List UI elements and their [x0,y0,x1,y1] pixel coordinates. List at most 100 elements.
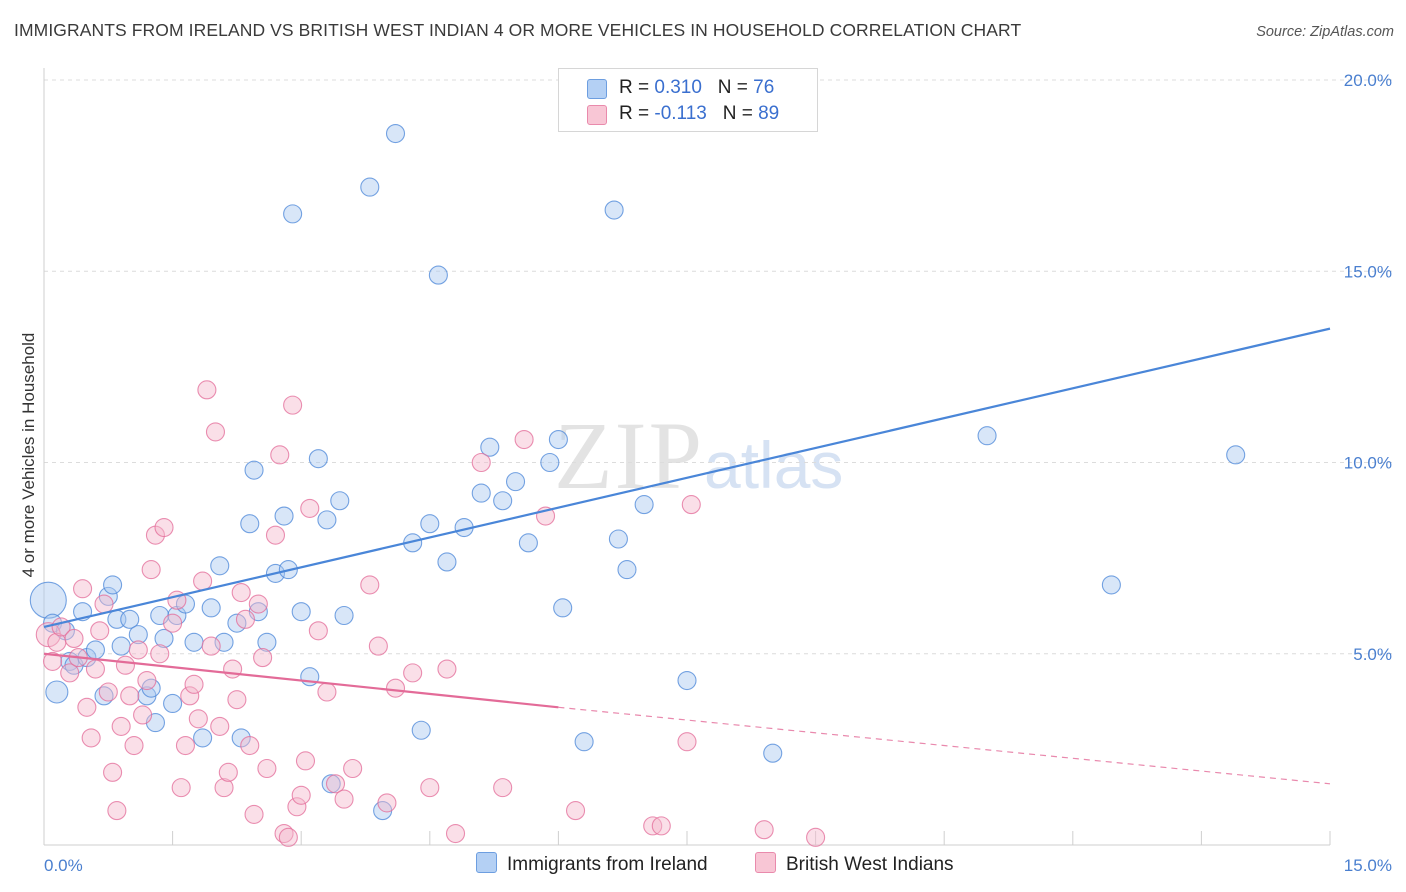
bwi-point [360,575,380,595]
bwi-point [103,762,123,782]
bwi-point [368,636,388,656]
bwi-point [171,778,191,798]
ireland-point [103,575,123,595]
bwi-point [107,801,127,821]
ireland-point [184,632,204,652]
ireland-point [45,680,69,704]
bwi-point [111,716,131,736]
y-axis-label: 4 or more Vehicles in Household [19,333,38,578]
ireland-point [201,598,221,618]
ireland-point [111,636,131,656]
ireland-point [154,628,174,649]
ireland-point [244,460,264,480]
y-tick-label: 10.0% [1344,454,1392,473]
ireland-point [385,124,406,144]
ireland-point [437,552,457,572]
bwi-point [343,758,363,779]
tick-labels: 5.0% 10.0% 15.0% 20.0% 0.0% 15.0% [44,71,1392,875]
correlation-legend: R = 0.310 N = 76 R = -0.113 N = 89 [558,68,818,132]
ireland-point [214,632,234,652]
ireland-point [608,529,628,549]
gridlines [44,79,1392,655]
ireland-point [977,426,997,446]
trend-lines [43,327,1331,785]
bwi-point [81,728,101,748]
bwi-point [201,636,221,656]
bwi-point [98,682,118,702]
bwi-point [681,495,701,515]
legend-swatch-ireland [587,79,607,99]
y-tick-label: 20.0% [1344,71,1392,90]
bwi-point [244,804,264,824]
bottom-swatch-bwi [755,852,776,873]
ireland-point [604,200,624,220]
bwi-point [214,778,234,798]
bwi-point [651,816,671,836]
bwi-point [385,678,406,698]
bwi-point [300,498,320,518]
source-credit: Source: ZipAtlas.com [1256,24,1394,40]
bwi-point [227,690,247,710]
bottom-legend-ireland: Immigrants from Ireland [476,852,708,876]
ireland-point [257,632,277,652]
bwi-point [193,571,213,591]
bwi-trend-extension [558,706,1331,785]
legend-r-label: R = [619,103,655,124]
bwi-point [175,735,196,756]
ireland-point [163,693,183,714]
y-tick-label: 5.0% [1353,645,1392,664]
ireland-point [548,429,568,450]
legend-r-value: -0.113 [654,103,707,124]
bwi-point [445,823,466,844]
legend-n-value: 76 [753,77,775,98]
bwi-point [270,445,290,465]
axes [43,68,1331,846]
ireland-point [128,625,148,645]
chart-title: IMMIGRANTS FROM IRELAND VS BRITISH WEST … [14,20,1022,40]
ireland-point [505,472,526,492]
ireland-point [411,720,431,740]
bwi-point [253,648,273,668]
ireland-point [274,506,294,526]
ireland-point [1101,575,1121,595]
bwi-point [377,793,397,813]
legend-n-value: 89 [758,103,780,124]
ireland-point [493,491,513,511]
bwi-point [150,644,170,664]
ireland-point [420,514,440,534]
ireland-point [471,483,491,503]
ireland-point [634,495,654,515]
bwi-point [90,621,110,641]
bwi-point [565,801,586,821]
bwi-point [77,697,97,717]
ireland-point [321,774,341,794]
bwi-point [514,429,534,450]
legend-r-value: 0.310 [654,77,702,98]
ireland-point [85,640,105,660]
legend-swatch-bwi [587,105,607,125]
bwi-point [278,827,298,847]
ireland-point [540,452,560,473]
bwi-point [133,705,153,725]
bwi-point [308,621,328,641]
bwi-point [223,659,243,679]
bwi-point [754,820,774,840]
bottom-legend-label-ireland: Immigrants from Ireland [507,854,708,875]
ireland-point [480,437,500,457]
bwi-point [325,774,346,794]
ireland-point [677,670,697,691]
bwi-point [334,789,354,809]
bwi-point [197,380,217,400]
legend-n-label: N = [722,103,759,124]
bwi-point [403,663,423,683]
bwi-point [231,582,251,603]
bwi-point [141,560,161,580]
bwi-point [677,732,697,752]
data-points [29,124,1246,847]
bwi-point [493,778,513,798]
bottom-swatch-ireland [476,852,497,873]
watermark-atlas: atlas [704,428,844,502]
x-tick-label: 15.0% [1344,856,1392,875]
bwi-point [235,609,256,629]
bwi-point [257,758,277,779]
